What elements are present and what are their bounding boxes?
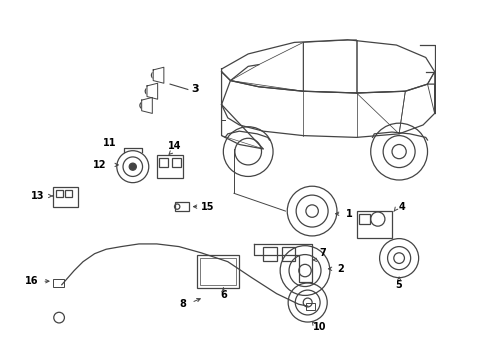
Bar xyxy=(55,190,63,197)
Text: 13: 13 xyxy=(30,191,44,201)
Polygon shape xyxy=(147,83,158,99)
Polygon shape xyxy=(142,98,152,113)
Text: 5: 5 xyxy=(396,280,402,290)
Bar xyxy=(172,158,181,167)
Polygon shape xyxy=(221,72,435,138)
Bar xyxy=(454,240,490,296)
Circle shape xyxy=(129,163,136,170)
Bar xyxy=(196,255,239,288)
Text: 7: 7 xyxy=(319,248,326,258)
Bar xyxy=(263,247,277,261)
Bar xyxy=(357,211,392,238)
Polygon shape xyxy=(221,40,435,93)
Bar xyxy=(53,279,64,287)
Bar xyxy=(159,158,168,167)
Bar xyxy=(53,187,78,207)
Bar xyxy=(282,247,295,261)
Bar xyxy=(174,202,189,211)
Circle shape xyxy=(299,264,311,277)
Bar xyxy=(157,155,183,178)
Text: 12: 12 xyxy=(93,160,106,170)
Text: 3: 3 xyxy=(191,85,199,94)
Text: 16: 16 xyxy=(25,276,39,286)
Text: 1: 1 xyxy=(346,209,353,219)
Bar xyxy=(359,214,370,224)
Polygon shape xyxy=(153,67,164,83)
Circle shape xyxy=(306,205,318,217)
Text: 11: 11 xyxy=(103,138,117,148)
Bar xyxy=(200,258,236,285)
Bar xyxy=(306,302,315,310)
Text: 8: 8 xyxy=(179,299,186,309)
Circle shape xyxy=(303,298,312,307)
Bar xyxy=(65,190,73,197)
Text: 2: 2 xyxy=(337,264,343,274)
Text: 14: 14 xyxy=(168,141,181,151)
Text: 10: 10 xyxy=(313,322,326,332)
Text: 6: 6 xyxy=(220,291,227,300)
Text: 4: 4 xyxy=(399,202,406,212)
Bar xyxy=(458,244,490,292)
Text: 15: 15 xyxy=(201,202,215,212)
